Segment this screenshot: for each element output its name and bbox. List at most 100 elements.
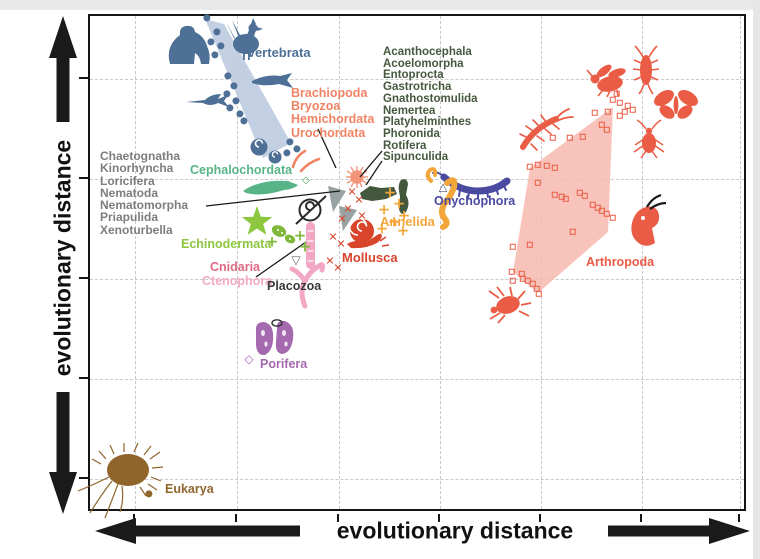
arthropoda-point [579,133,587,141]
arthropoda-point [508,268,516,276]
taxon-list-line: Rotifera [383,139,427,152]
taxon-list-line: Bryozoa [291,99,341,114]
gridline-h [90,279,744,280]
gridline-v [642,16,643,509]
y-tick [79,177,88,179]
label-group-gray: Chaetognatha Kinorhyncha Loricifera Nematod… [100,150,188,236]
vertebrata-point [207,38,215,46]
arthropoda-point [558,193,566,201]
placozoa-point: ▽ [291,253,301,267]
vertebrata-point [213,28,221,36]
arthropoda-point [616,99,624,107]
arthropoda-point [543,162,551,170]
arthropoda-point [534,179,542,187]
echinodermata-point: + [298,237,312,256]
vertebrata-point [217,42,225,50]
vertebrata-point [203,14,211,22]
x-axis-label: evolutionary distance [336,517,574,544]
echinodermata-point: + [293,226,307,245]
label-arthropoda: Arthropoda [586,255,655,269]
arthropoda-point [551,164,559,172]
label-group-salmon: Brachiopoda Bryozoa Hemichordata Urochordat… [291,86,374,140]
arthropoda-point [603,210,611,218]
label-echinodermata: Echinodermata [181,237,272,251]
top-gray-strip [0,0,760,10]
arthropoda-point [534,161,542,169]
vertebrata-point [226,104,234,112]
arthropoda-point [562,195,570,203]
mollusca-point: ✕ [343,202,353,216]
x-tick [337,514,339,522]
vertebrata-point [240,117,248,125]
arthropoda-point [551,191,559,199]
vertebrata-point [283,149,291,157]
gridline-v [135,16,136,509]
arthropoda-point [629,106,637,114]
arthropoda-point [569,228,577,236]
taxon-list-line: Platyhelminthes [383,116,472,129]
vertebrata-point [223,90,231,98]
mollusca-point: ✕ [354,193,364,207]
arthropoda-point [529,280,537,288]
label-eukarya: Eukarya [165,482,214,496]
mollusca-point: ✕ [336,237,346,251]
taxon-list-line: Priapulida [100,210,159,225]
taxon-list-line: Phoronida [383,127,440,140]
arthropoda-point [609,214,617,222]
x-tick [640,514,642,522]
taxon-list-line: Gastrotricha [383,81,452,94]
arthropoda-point [526,163,534,171]
annelida-point: + [397,206,411,225]
y-tick [79,277,88,279]
arthropoda-point [549,134,557,142]
annelida-point: + [377,200,391,219]
gridline-h [90,379,744,380]
gridline-h [90,79,744,80]
x-tick [235,514,237,522]
taxon-list-line: Entoprocta [383,69,444,82]
onychophora-point: △ [438,180,448,194]
porifera-point: ◇ [244,352,254,366]
vertebrata-point [224,72,232,80]
arthropoda-point [616,112,624,120]
label-onychophora: Onychophora [434,194,516,208]
arthropoda-point [581,192,589,200]
gridline-v [237,16,238,509]
eukarya-point [145,490,153,498]
gridline-v [339,16,340,509]
arthropoda-point [603,126,611,134]
taxon-list-line: Acoelomorpha [383,57,464,70]
label-cephalochordata: Cephalochordata [190,163,293,177]
arthropoda-point [509,277,517,285]
gridline-v [740,16,741,509]
mollusca-point: ✕ [333,261,343,275]
vertebrata-point [286,138,294,146]
mollusca-point: ✕ [347,185,357,199]
arthropoda-point [609,96,617,104]
vertebrata-point [230,82,238,90]
arthropoda-point [621,108,629,116]
arthropoda-point [526,241,534,249]
echinodermata-point: + [265,232,279,251]
label-placozoa: Placozoa [267,279,322,293]
label-group-green: Acanthocephala Acoelomorpha Entoprocta Gast… [383,46,478,164]
chordate-point: ◇ [302,175,310,186]
taxon-list-line: Sipunculida [383,151,449,164]
taxon-list-line: Urochordata [291,125,366,140]
arthropoda-point [598,121,606,129]
label-ctenophora: Ctenophora [202,274,273,288]
vertebrata-point [211,51,219,59]
mollusca-point: ✕ [337,212,347,226]
arthropoda-point [566,134,574,142]
taxon-list-line: Nematomorpha [100,198,189,213]
label-cnidaria: Cnidaria [210,260,261,274]
gridline-v [440,16,441,509]
right-gray-strip [753,0,760,559]
arthropoda-point [509,243,517,251]
taxon-list-line: Nematoda [100,185,159,200]
gridline-h [90,479,744,480]
arthropoda-point [591,109,599,117]
taxon-list-line: Chaetognatha [100,149,181,163]
taxon-list-line: Gnathostomulida [383,92,478,105]
